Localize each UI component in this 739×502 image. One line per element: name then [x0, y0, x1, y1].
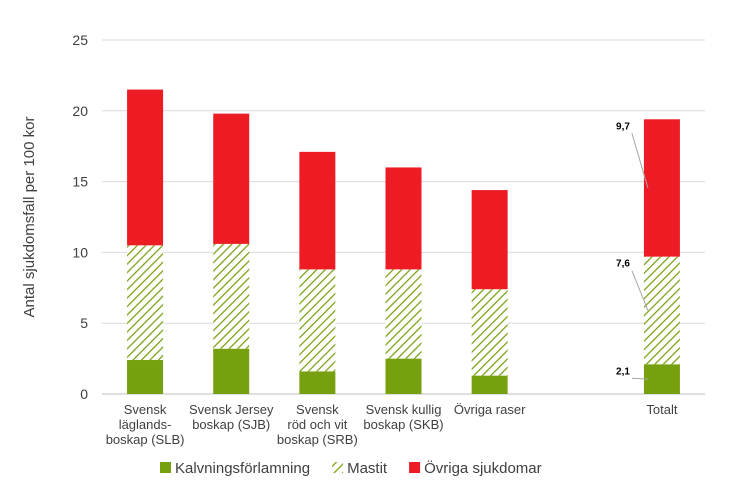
data-label: 9,7 — [616, 121, 630, 132]
leader-line — [631, 377, 648, 380]
leader-line — [631, 270, 649, 311]
bar-segment — [643, 256, 680, 365]
y-tick-label: 25 — [72, 32, 88, 48]
bar-segment — [127, 245, 164, 361]
legend-label: Mastit — [347, 460, 388, 477]
x-tick-label: Svensk kullig boskap (SKB) — [363, 402, 443, 432]
legend-label: Kalvningsförlamning — [175, 460, 310, 477]
legend-swatch — [409, 462, 421, 473]
y-tick-label: 0 — [80, 386, 88, 402]
bar-segment — [299, 269, 336, 372]
bar-segment — [213, 243, 250, 349]
legend-swatch — [332, 462, 344, 473]
bar-segment — [471, 375, 508, 394]
bar-segment — [471, 190, 508, 290]
leader-line — [631, 133, 649, 189]
bar-segment — [471, 289, 508, 376]
bar-segment — [385, 167, 422, 270]
bar-segment — [385, 269, 422, 359]
bar-segment — [127, 89, 164, 246]
bar-segment — [213, 348, 250, 394]
bar-segment — [213, 113, 250, 244]
legend-label: Övriga sjukdomar — [424, 459, 542, 477]
x-tick-label: Svensk läglands-boskap (SLB) — [106, 402, 185, 447]
x-tick-label: Svensk röd och vit boskap (SRB) — [277, 402, 358, 447]
y-tick-label: 5 — [80, 315, 88, 331]
data-label: 7,6 — [616, 259, 630, 270]
bar-segment — [299, 151, 336, 270]
x-tick-label: Totalt — [646, 402, 677, 417]
x-tick-label: Svensk Jersey boskap (SJB) — [189, 402, 274, 432]
data-label: 2,1 — [616, 366, 630, 377]
bar-segment — [127, 360, 164, 394]
y-tick-label: 20 — [72, 103, 88, 119]
bar-segment — [643, 119, 680, 257]
legend-swatch — [160, 462, 171, 473]
x-tick-label: Övriga raser — [454, 402, 526, 417]
y-tick-label: 10 — [72, 244, 88, 260]
y-tick-label: 15 — [72, 174, 88, 190]
bar-segment — [299, 371, 336, 394]
bar-segment — [385, 358, 422, 394]
y-axis-title: Antal sjukdomsfall per 100 kor — [21, 117, 38, 318]
bar-segment — [643, 364, 680, 394]
